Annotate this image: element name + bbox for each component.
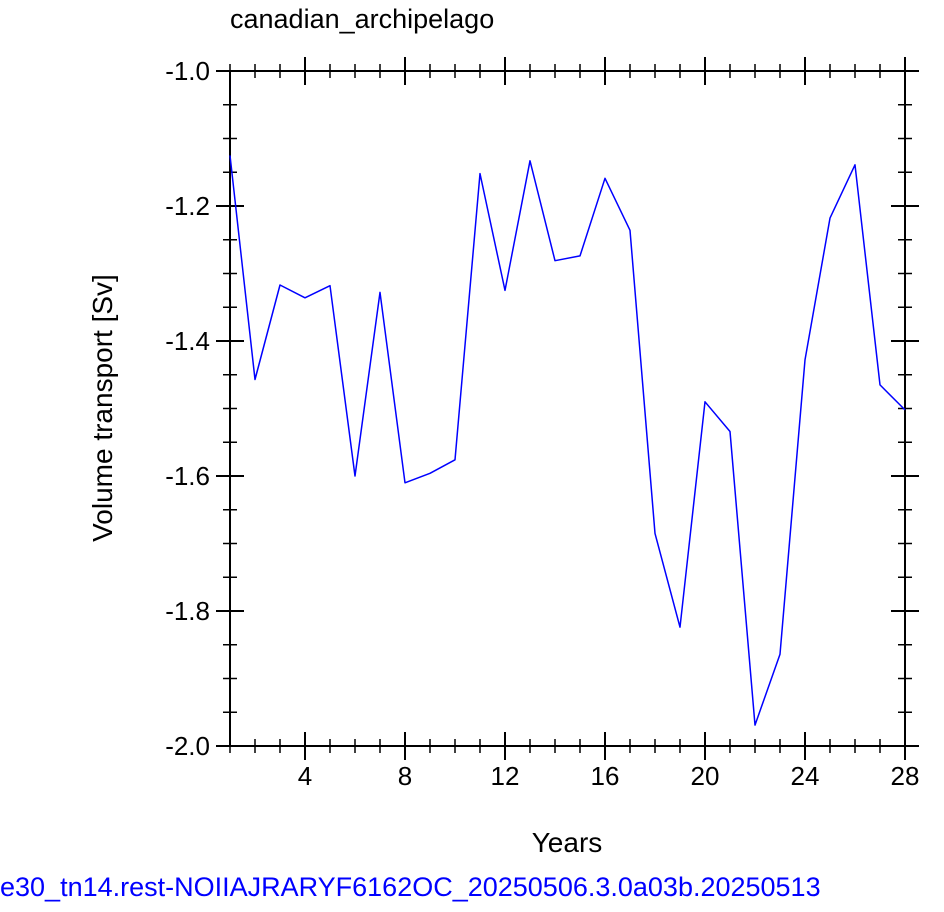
y-tick-label: -1.4 xyxy=(165,326,210,356)
x-tick-label: 16 xyxy=(591,761,620,791)
x-tick-label: 8 xyxy=(398,761,412,791)
x-tick-label: 28 xyxy=(891,761,920,791)
x-tick-label: 24 xyxy=(791,761,820,791)
x-tick-label: 4 xyxy=(298,761,312,791)
y-tick-label: -1.2 xyxy=(165,191,210,221)
footer-caption: e30_tn14.rest-NOIIAJRARYF6162OC_20250506… xyxy=(0,872,821,902)
x-tick-label: 20 xyxy=(691,761,720,791)
major-ticks xyxy=(216,57,919,760)
y-axis-title: Volume transport [Sv] xyxy=(87,274,118,542)
tick-labels: 4 8 12 16 20 24 28 -1.0 -1.2 -1.4 -1.6 -1.8 -2.0 xyxy=(165,56,919,791)
series-line xyxy=(229,155,906,726)
y-tick-label: -1.0 xyxy=(165,56,210,86)
x-axis-title: Years xyxy=(532,827,603,858)
y-tick-label: -1.8 xyxy=(165,596,210,626)
y-tick-label: -2.0 xyxy=(165,731,210,761)
x-tick-label: 12 xyxy=(491,761,520,791)
chart-title: canadian_archipelago xyxy=(230,4,495,34)
plot-frame xyxy=(229,70,906,747)
y-tick-label: -1.6 xyxy=(165,461,210,491)
minor-ticks xyxy=(223,64,912,753)
